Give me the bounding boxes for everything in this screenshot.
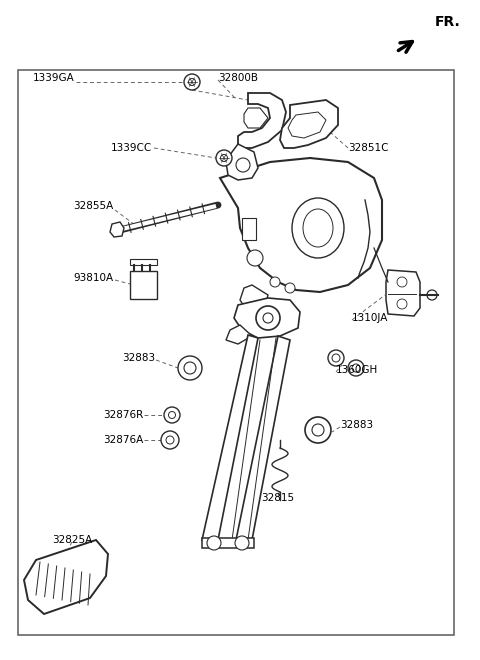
Polygon shape [202, 335, 258, 540]
Circle shape [332, 354, 340, 362]
Text: 32876A: 32876A [103, 435, 143, 445]
Circle shape [166, 436, 174, 444]
Polygon shape [244, 108, 268, 128]
Bar [18, 70, 454, 635]
Circle shape [216, 150, 232, 166]
Text: FR.: FR. [435, 15, 461, 29]
Circle shape [427, 290, 437, 300]
Text: 32883: 32883 [122, 353, 155, 363]
Circle shape [263, 313, 273, 323]
Circle shape [312, 424, 324, 436]
Polygon shape [220, 158, 382, 292]
Text: 32876R: 32876R [103, 410, 143, 420]
Circle shape [236, 158, 250, 172]
Polygon shape [288, 112, 326, 138]
Circle shape [328, 350, 344, 366]
Text: 1339GA: 1339GA [33, 73, 75, 83]
Polygon shape [110, 222, 124, 237]
Polygon shape [226, 325, 252, 344]
Text: 32825A: 32825A [52, 535, 92, 545]
Polygon shape [226, 144, 258, 180]
Text: 1339CC: 1339CC [111, 143, 152, 153]
Text: 32815: 32815 [262, 493, 295, 503]
Circle shape [235, 536, 249, 550]
Circle shape [397, 299, 407, 309]
Text: 32851C: 32851C [348, 143, 388, 153]
Circle shape [207, 536, 221, 550]
Text: 1360GH: 1360GH [336, 365, 378, 375]
Circle shape [184, 74, 200, 90]
Circle shape [256, 306, 280, 330]
Polygon shape [130, 259, 157, 265]
Ellipse shape [292, 198, 344, 258]
Polygon shape [130, 271, 157, 299]
Polygon shape [202, 538, 254, 548]
Circle shape [247, 250, 263, 266]
Text: 1310JA: 1310JA [352, 313, 388, 323]
Circle shape [189, 79, 195, 86]
Polygon shape [238, 93, 286, 148]
Polygon shape [24, 540, 108, 614]
Text: 32855A: 32855A [73, 201, 113, 211]
Circle shape [164, 407, 180, 423]
Polygon shape [236, 336, 290, 540]
Text: 32800B: 32800B [218, 73, 258, 83]
Circle shape [397, 277, 407, 287]
Circle shape [352, 364, 360, 372]
Polygon shape [242, 218, 256, 240]
Polygon shape [240, 285, 268, 312]
Circle shape [184, 362, 196, 374]
Circle shape [161, 431, 179, 449]
Ellipse shape [303, 209, 333, 247]
Circle shape [348, 360, 364, 376]
Polygon shape [386, 270, 420, 316]
Circle shape [168, 411, 176, 418]
Circle shape [305, 417, 331, 443]
Circle shape [270, 277, 280, 287]
Polygon shape [234, 298, 300, 338]
Circle shape [285, 283, 295, 293]
Text: 32883: 32883 [340, 420, 373, 430]
Circle shape [220, 154, 228, 162]
Polygon shape [280, 100, 338, 148]
Circle shape [178, 356, 202, 380]
Text: 93810A: 93810A [73, 273, 113, 283]
